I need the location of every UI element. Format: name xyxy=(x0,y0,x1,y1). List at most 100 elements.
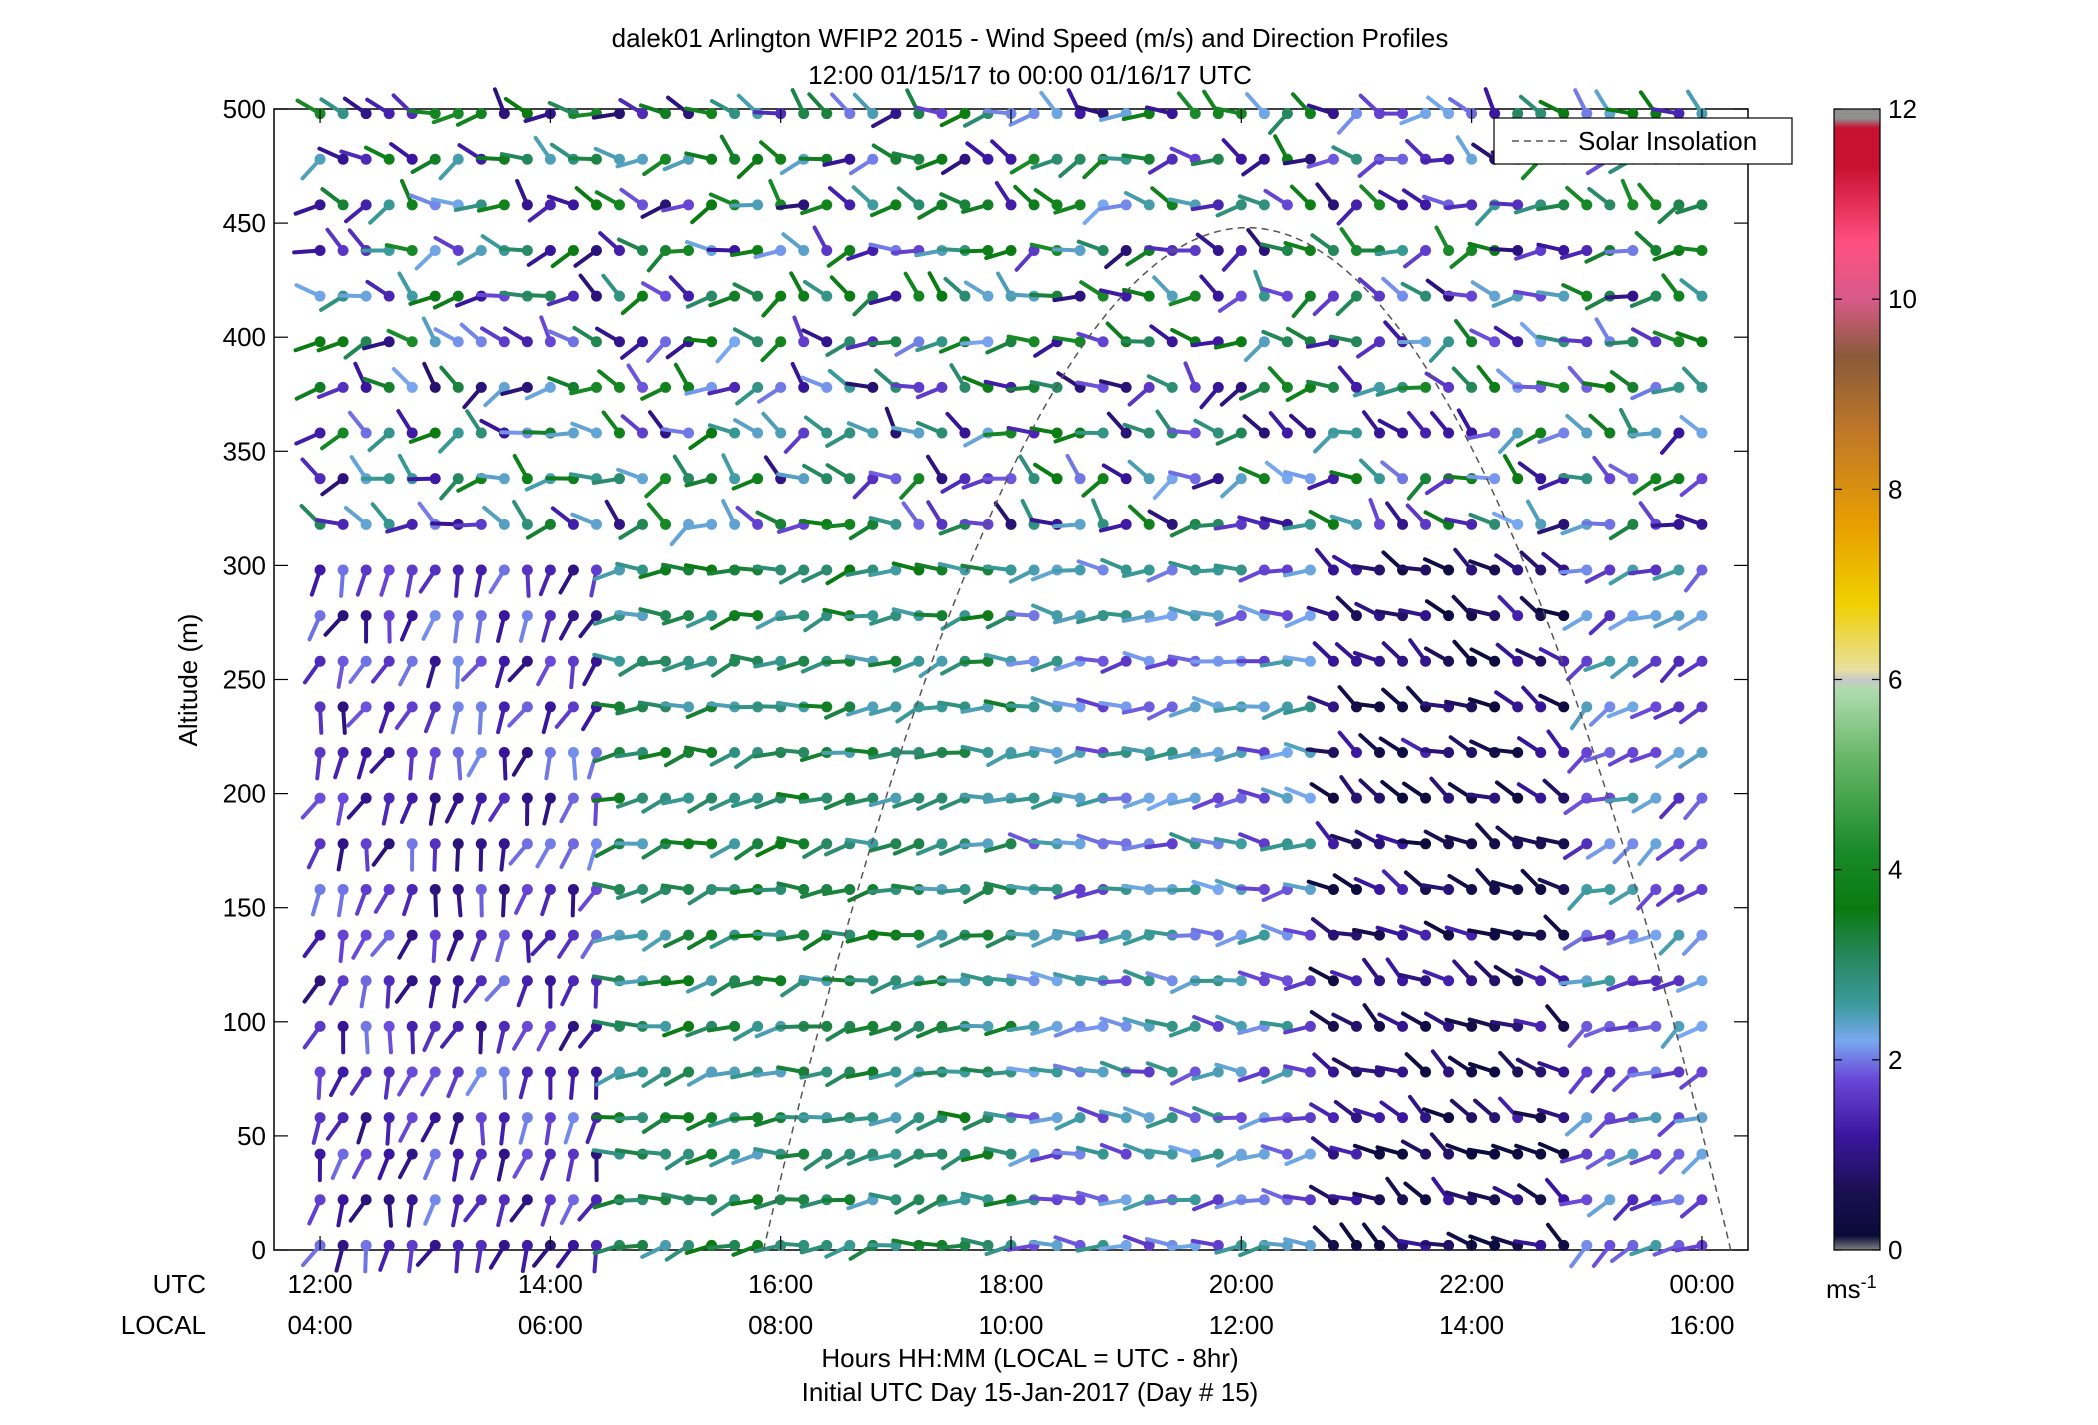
wind-barb-dot xyxy=(1627,838,1639,850)
wind-barb xyxy=(593,564,625,582)
wind-barb xyxy=(1566,655,1593,682)
wind-barb xyxy=(480,234,510,256)
wind-barb xyxy=(406,838,418,872)
wind-barb-dot xyxy=(475,792,487,804)
wind-barb xyxy=(1337,685,1362,713)
wind-barb xyxy=(801,564,833,584)
wind-barb xyxy=(492,87,510,120)
wind-barb-dot xyxy=(1397,290,1409,302)
wind-barb xyxy=(661,792,695,806)
x-tick-label-utc: 12:00 xyxy=(288,1269,353,1299)
wind-barb xyxy=(465,1066,487,1097)
wind-barb xyxy=(1380,460,1409,485)
wind-barb xyxy=(965,141,994,165)
wind-barb-dot xyxy=(1189,1020,1201,1032)
wind-barb-dot xyxy=(567,838,579,850)
wind-barb xyxy=(1424,371,1455,393)
wind-barb xyxy=(1362,1222,1385,1251)
wind-barb xyxy=(365,97,395,120)
wind-barb xyxy=(664,1148,695,1171)
wind-barb-dot xyxy=(1281,427,1293,439)
wind-barb xyxy=(1291,92,1316,120)
wind-barb xyxy=(545,427,579,439)
wind-barb xyxy=(1475,868,1501,895)
wind-barb xyxy=(1289,413,1316,439)
wind-barb-dot xyxy=(1535,1112,1547,1124)
wind-barb-dot xyxy=(1512,838,1524,850)
wind-barb xyxy=(1100,557,1132,576)
wind-barb xyxy=(1467,607,1501,622)
wind-barb-dot xyxy=(959,1194,971,1206)
wind-barb xyxy=(1098,975,1132,987)
wind-barb-dot xyxy=(706,610,718,622)
wind-barb-dot xyxy=(452,792,464,804)
wind-barb-dot xyxy=(1235,381,1247,393)
wind-barb-dot xyxy=(867,1112,879,1124)
wind-barb-dot xyxy=(706,929,718,941)
wind-barb xyxy=(1397,838,1432,850)
wind-barb-dot xyxy=(337,1020,349,1032)
wind-barb xyxy=(1542,778,1570,804)
wind-barb-dot xyxy=(1097,244,1109,256)
wind-barb xyxy=(1378,189,1409,211)
wind-barb-dot xyxy=(1673,108,1685,120)
wind-barb xyxy=(463,1194,487,1223)
wind-barb xyxy=(1052,838,1086,850)
wind-barb xyxy=(317,146,349,165)
wind-barb-dot xyxy=(544,792,556,804)
wind-barb xyxy=(1562,838,1593,860)
wind-barb-dot xyxy=(1627,701,1639,713)
wind-barb xyxy=(616,237,648,256)
wind-barb xyxy=(1651,1066,1685,1079)
wind-barb-dot xyxy=(360,108,372,120)
wind-barb-dot xyxy=(1327,1112,1339,1124)
wind-barb-dot xyxy=(1581,655,1593,667)
wind-barb-dot xyxy=(498,199,510,211)
wind-barb-dot xyxy=(1397,747,1409,759)
wind-barb xyxy=(1683,792,1708,821)
wind-barb-dot xyxy=(1235,564,1247,576)
wind-barb-dot xyxy=(729,290,741,302)
wind-barb xyxy=(1176,91,1201,120)
wind-barb xyxy=(1282,153,1316,166)
wind-barb xyxy=(1516,782,1547,804)
wind-barb xyxy=(1537,427,1570,445)
wind-barb-dot xyxy=(452,381,464,393)
wind-barb xyxy=(559,792,579,824)
wind-barb xyxy=(1147,153,1178,175)
wind-barb xyxy=(1336,199,1362,226)
wind-barb-dot xyxy=(1374,1112,1385,1124)
wind-barb-dot xyxy=(798,929,810,941)
wind-barb-dot xyxy=(1489,975,1501,987)
wind-barb-dot xyxy=(544,1020,556,1032)
wind-barb xyxy=(540,1194,556,1227)
wind-barb-dot xyxy=(936,655,948,667)
wind-barb-dot xyxy=(1327,1148,1339,1160)
wind-barb xyxy=(1377,1012,1409,1032)
wind-barb xyxy=(294,427,326,446)
y-tick-label: 200 xyxy=(223,779,266,809)
wind-barb-dot xyxy=(1304,1239,1316,1251)
wind-barb-dot xyxy=(1627,929,1639,941)
wind-barb-dot xyxy=(544,655,556,667)
wind-barb-dot xyxy=(1581,747,1593,759)
wind-barb xyxy=(802,279,833,302)
wind-barb-dot xyxy=(798,838,810,850)
wind-barb-dot xyxy=(590,610,602,622)
wind-barb-dot xyxy=(844,427,856,439)
wind-barb xyxy=(1307,473,1339,491)
wind-barb-dot xyxy=(867,108,879,120)
wind-barb-dot xyxy=(1074,199,1086,211)
wind-barb xyxy=(1375,1145,1409,1160)
y-tick-label: 50 xyxy=(237,1121,266,1151)
wind-barb xyxy=(1352,1107,1385,1124)
wind-barb-dot xyxy=(775,290,787,302)
wind-barb-dot xyxy=(406,701,418,713)
wind-barb xyxy=(1191,1148,1224,1163)
wind-barb-dot xyxy=(706,108,718,120)
wind-barb xyxy=(604,499,625,530)
wind-barb-dot xyxy=(890,1148,902,1160)
wind-barb xyxy=(336,792,349,826)
wind-barb-dot xyxy=(406,244,418,256)
wind-barb-dot xyxy=(452,929,464,941)
